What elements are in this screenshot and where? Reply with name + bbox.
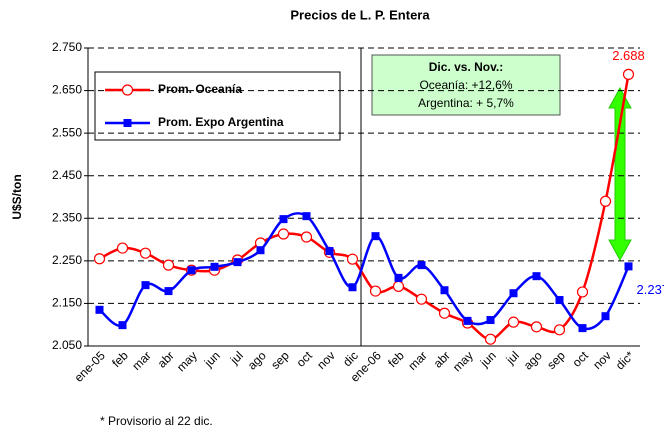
x-tick-label: jun bbox=[201, 348, 223, 370]
x-tick-label: may bbox=[174, 348, 200, 374]
y-tick-label: 2.050 bbox=[52, 338, 82, 352]
annotation-box bbox=[371, 54, 561, 116]
x-tick-label: mar bbox=[129, 348, 154, 373]
point bbox=[371, 232, 380, 241]
point bbox=[187, 266, 196, 275]
point bbox=[392, 280, 405, 292]
legend-marker bbox=[121, 84, 134, 96]
point bbox=[139, 247, 152, 259]
annotation-line: Oceanía: +12,6% bbox=[419, 78, 512, 92]
x-tick-label: nov bbox=[314, 348, 338, 372]
point bbox=[532, 272, 541, 281]
legend-marker bbox=[123, 119, 132, 127]
x-tick-label: ago bbox=[521, 348, 545, 372]
arrow bbox=[608, 86, 632, 262]
y-tick-label: 2.650 bbox=[52, 83, 82, 97]
point bbox=[277, 228, 290, 240]
chart-title: Precios de L. P. Entera bbox=[290, 7, 430, 22]
point bbox=[576, 286, 589, 298]
point bbox=[507, 316, 520, 328]
point bbox=[256, 246, 265, 255]
point bbox=[118, 321, 127, 330]
x-tick-label: jun bbox=[477, 348, 499, 370]
y-tick-label: 2.150 bbox=[52, 296, 82, 310]
y-tick-label: 2.750 bbox=[52, 40, 82, 54]
point bbox=[302, 212, 311, 221]
point bbox=[162, 259, 175, 271]
x-tick-label: dic* bbox=[613, 348, 637, 372]
point bbox=[486, 316, 495, 325]
y-tick-label: 2.250 bbox=[52, 253, 82, 267]
point bbox=[325, 247, 334, 256]
point bbox=[300, 231, 313, 243]
point bbox=[509, 289, 518, 298]
point bbox=[463, 316, 472, 325]
y-tick-label: 2.550 bbox=[52, 125, 82, 139]
y-axis-label: U$S/ton bbox=[10, 174, 24, 219]
difference-arrow bbox=[608, 86, 632, 262]
point bbox=[553, 324, 566, 336]
x-tick-label: jul bbox=[227, 348, 246, 367]
point bbox=[164, 287, 173, 296]
point bbox=[93, 253, 106, 265]
annotation-title: Dic. vs. Nov.: bbox=[429, 60, 503, 74]
x-tick-label: abr bbox=[155, 348, 177, 370]
point bbox=[484, 333, 497, 345]
y-tick-label: 2.450 bbox=[52, 168, 82, 182]
point bbox=[233, 258, 242, 267]
point bbox=[599, 195, 612, 207]
point bbox=[555, 296, 564, 305]
x-tick-label: ene-05 bbox=[72, 348, 109, 385]
x-tick-label: mar bbox=[405, 348, 430, 373]
annotation: Dic. vs. Nov.: Oceanía: +12,6% Argentina… bbox=[371, 54, 561, 116]
x-tick-label: sep bbox=[268, 348, 292, 372]
point bbox=[210, 262, 219, 271]
annotation-line: Argentina: + 5,7% bbox=[418, 96, 514, 110]
point bbox=[279, 215, 288, 224]
point bbox=[440, 286, 449, 295]
legend-box bbox=[94, 71, 341, 141]
point bbox=[348, 283, 357, 292]
point bbox=[95, 305, 104, 314]
x-tick-label: sep bbox=[544, 348, 568, 372]
point bbox=[141, 281, 150, 290]
point bbox=[116, 242, 129, 254]
x-tick-label: nov bbox=[590, 348, 614, 372]
legend-label: Prom. Oceanía bbox=[158, 82, 242, 96]
x-tick-label: ago bbox=[245, 348, 269, 372]
y-tick-label: 2.350 bbox=[52, 210, 82, 224]
legend-label: Prom. Expo Argentina bbox=[158, 115, 284, 129]
series-line bbox=[98, 212, 630, 331]
data-label: 2.688 bbox=[612, 48, 645, 63]
point bbox=[624, 262, 633, 271]
data-label: 2.237 bbox=[637, 282, 664, 297]
point bbox=[369, 285, 382, 297]
x-tick-label: feb bbox=[109, 348, 131, 370]
point bbox=[417, 261, 426, 270]
x-tick-label: oct bbox=[294, 348, 316, 370]
x-tick-label: feb bbox=[385, 348, 407, 370]
footnote: * Provisorio al 22 dic. bbox=[100, 414, 213, 428]
point bbox=[415, 293, 428, 305]
point bbox=[601, 312, 610, 321]
x-tick-label: oct bbox=[570, 348, 592, 370]
point bbox=[394, 273, 403, 282]
point bbox=[578, 324, 587, 333]
x-tick-label: abr bbox=[431, 348, 453, 370]
point bbox=[530, 321, 543, 333]
x-tick-label: jul bbox=[503, 348, 522, 367]
point bbox=[346, 253, 359, 265]
point bbox=[622, 68, 635, 80]
x-tick-label: may bbox=[450, 348, 476, 374]
point bbox=[438, 307, 451, 319]
